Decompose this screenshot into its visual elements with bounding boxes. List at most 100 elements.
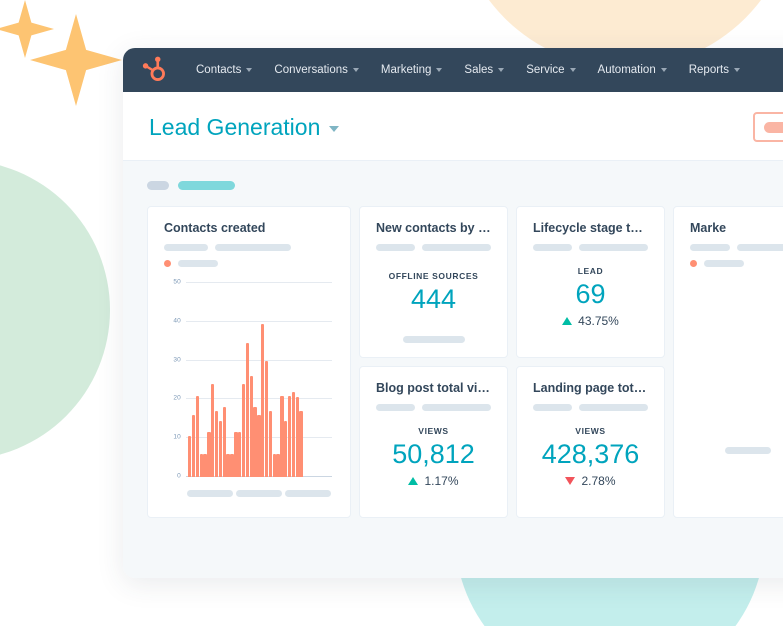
chart-bar[interactable] — [207, 432, 211, 477]
nav-item-label: Contacts — [196, 64, 242, 76]
chart-gridline: 40 — [173, 317, 332, 324]
chart-bar[interactable] — [287, 395, 292, 477]
card-title: Blog post total views — [376, 381, 491, 395]
chart-bar[interactable] — [249, 376, 253, 477]
chart-bar[interactable] — [191, 414, 196, 477]
chart-bar[interactable] — [195, 395, 200, 477]
legend-placeholder-bar — [178, 260, 218, 267]
chart-bar[interactable] — [280, 395, 284, 477]
page-header: Lead Generation — [123, 92, 783, 160]
nav-item-service[interactable]: Service — [515, 64, 586, 76]
primary-action-button[interactable] — [753, 112, 783, 142]
chart-bar[interactable] — [199, 453, 203, 477]
placeholder-bar — [421, 404, 491, 411]
chart-y-tick-label: 10 — [173, 433, 181, 441]
chart-bar[interactable] — [222, 407, 226, 477]
chart-legend[interactable] — [690, 260, 783, 267]
chart-bar[interactable] — [276, 453, 280, 477]
kpi-body: OFFLINE SOURCES 444 — [376, 251, 491, 336]
nav-item-reports[interactable]: Reports — [678, 64, 751, 76]
trend-up-icon — [408, 476, 419, 485]
chart-bar[interactable] — [291, 391, 296, 477]
chart-bar[interactable] — [295, 397, 300, 477]
chart-bars — [186, 283, 332, 477]
chart-bar[interactable] — [211, 383, 215, 477]
chart-x-axis-labels — [186, 490, 332, 497]
chart-y-tick-label: 0 — [177, 472, 181, 480]
chart-bar[interactable] — [203, 453, 207, 477]
chart-bar[interactable] — [237, 432, 242, 477]
kpi-label: VIEWS — [575, 426, 606, 437]
kpi-label: LEAD — [577, 266, 604, 277]
card-subtitle-placeholders — [533, 404, 648, 411]
kpi-value: 50,812 — [392, 439, 475, 470]
chart-plot-area: 0 10 20 30 40 50 — [164, 279, 334, 503]
chart-bar[interactable] — [188, 436, 192, 477]
card-landing-page-total-views: Landing page total… VIEWS 428,376 2.78% — [516, 366, 665, 518]
nav-item-label: Service — [526, 64, 565, 76]
card-contacts-created: Contacts created 0 10 20 30 40 50 — [147, 206, 351, 518]
chart-bar[interactable] — [214, 411, 219, 477]
card-subtitle-placeholders — [164, 244, 334, 251]
card-blog-post-total-views: Blog post total views VIEWS 50,812 1.17% — [359, 366, 508, 518]
trend-down-icon — [565, 476, 576, 485]
chart-bar[interactable] — [245, 343, 250, 477]
chart-bar[interactable] — [253, 407, 257, 477]
app-window: Contacts Conversations Marketing Sales S… — [123, 48, 783, 578]
chart-bar[interactable] — [264, 360, 269, 477]
kpi-value: 444 — [410, 284, 457, 315]
filter-placeholder-pill[interactable] — [147, 181, 169, 190]
nav-item-conversations[interactable]: Conversations — [263, 64, 370, 76]
placeholder-bar — [533, 244, 572, 251]
card-subtitle-placeholders — [376, 404, 491, 411]
chart-bar[interactable] — [241, 383, 246, 477]
chart-bar[interactable] — [299, 411, 303, 477]
nav-item-sales[interactable]: Sales — [453, 64, 515, 76]
chart-bar[interactable] — [268, 411, 273, 477]
card-title: New contacts by source — [376, 221, 491, 235]
placeholder-bar — [736, 244, 783, 251]
hubspot-sprocket-icon[interactable] — [139, 55, 169, 85]
kpi-delta-value: 43.75% — [578, 313, 619, 328]
kpi-value: 69 — [575, 279, 606, 310]
kpi-column-2: Lifecycle stage totals LEAD 69 43.75% — [516, 206, 665, 518]
kpi-delta: 43.75% — [562, 314, 619, 328]
dashboard-selector[interactable]: Lead Generation — [149, 114, 340, 141]
chart-bar[interactable] — [218, 420, 223, 477]
chart-bar[interactable] — [230, 453, 234, 477]
chart-bar[interactable] — [284, 420, 288, 477]
nav-item-contacts[interactable]: Contacts — [185, 64, 263, 76]
placeholder-bar — [284, 490, 331, 497]
nav-item-label: Marketing — [380, 64, 432, 76]
chart-y-tick-label: 30 — [173, 356, 181, 364]
chevron-down-icon — [436, 68, 443, 72]
nav-item-label: Sales — [464, 64, 494, 76]
chart-y-tick-label: 40 — [173, 317, 181, 325]
legend-placeholder-bar — [704, 260, 744, 267]
sparkle-icon — [0, 0, 54, 58]
filter-placeholder-pill-active[interactable] — [178, 181, 235, 190]
placeholder-bar — [402, 336, 465, 343]
chart-gridline: 20 — [173, 395, 332, 402]
card-subtitle-placeholders — [533, 244, 648, 251]
placeholder-bar — [235, 490, 282, 497]
chart-bar[interactable] — [226, 453, 230, 477]
nav-item-label: Automation — [597, 64, 656, 76]
placeholder-bar — [578, 404, 648, 411]
chart-bar[interactable] — [261, 323, 265, 477]
chevron-down-icon — [352, 68, 359, 72]
chart-bar[interactable] — [234, 432, 238, 477]
chevron-down-icon — [734, 68, 741, 72]
placeholder-bar — [376, 244, 415, 251]
placeholder-bar — [215, 244, 291, 251]
chart-bar[interactable] — [257, 414, 261, 477]
nav-item-marketing[interactable]: Marketing — [370, 64, 454, 76]
chart-legend[interactable] — [164, 260, 334, 267]
kpi-body: VIEWS 428,376 2.78% — [533, 411, 648, 503]
chart-gridline: 50 — [173, 279, 332, 286]
placeholder-bar — [187, 490, 234, 497]
placeholder-bar — [421, 244, 491, 251]
chart-gridline: 30 — [173, 356, 332, 363]
nav-item-automation[interactable]: Automation — [587, 64, 678, 76]
chart-bar[interactable] — [272, 453, 276, 477]
